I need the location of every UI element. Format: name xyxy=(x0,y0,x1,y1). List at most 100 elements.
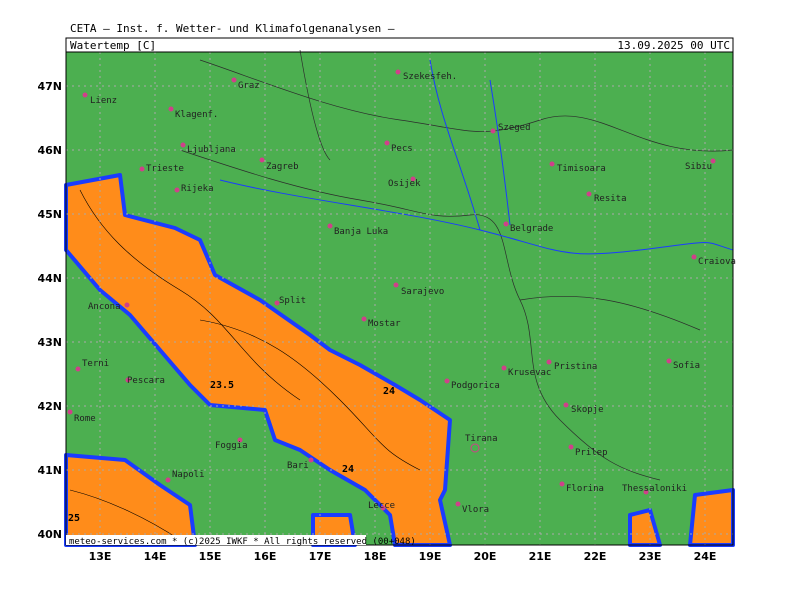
city-marker xyxy=(274,300,280,306)
city-marker xyxy=(327,223,333,229)
city-marker xyxy=(67,409,73,415)
panel-datetime: 13.09.2025 00 UTC xyxy=(617,39,730,52)
city-marker xyxy=(501,365,507,371)
city-marker xyxy=(546,359,552,365)
contour-line xyxy=(69,489,181,541)
borders xyxy=(179,49,734,481)
city-label: Szekesfeh. xyxy=(403,72,457,82)
city-label: Foggia xyxy=(215,441,248,451)
city-label: Sibiu xyxy=(685,162,712,172)
city-marker xyxy=(710,158,716,164)
city-label: Thessaloniki xyxy=(622,484,687,494)
city-label: Osijek xyxy=(388,179,421,189)
city-label: Pescara xyxy=(127,376,165,386)
city-marker xyxy=(470,443,480,453)
border xyxy=(199,59,734,152)
city-marker xyxy=(490,128,496,134)
river xyxy=(429,59,481,231)
contour-line xyxy=(199,319,421,471)
city-marker xyxy=(237,437,243,443)
city-marker xyxy=(380,505,386,511)
border xyxy=(299,49,331,161)
header: CETA — Inst. f. Wetter- und Klimafolgena… xyxy=(70,22,395,35)
lon-label: 15E xyxy=(199,550,222,563)
lon-label: 14E xyxy=(144,550,167,563)
adriatic-sea xyxy=(64,173,452,547)
city-label: Terni xyxy=(82,359,109,369)
border xyxy=(519,295,701,331)
city-marker xyxy=(259,157,265,163)
lon-label: 13E xyxy=(89,550,112,563)
river xyxy=(219,179,734,255)
city-marker xyxy=(165,477,171,483)
city-marker xyxy=(124,302,130,308)
city-marker xyxy=(168,106,174,112)
city-label: Florina xyxy=(566,484,604,494)
city-label: Lienz xyxy=(90,96,117,106)
city-marker xyxy=(643,489,649,495)
contour-label: 25 xyxy=(68,513,80,524)
city-marker xyxy=(174,187,180,193)
city-label: Rijeka xyxy=(181,184,214,194)
city-label: Krusevac xyxy=(508,368,551,378)
city-label: Podgorica xyxy=(451,381,500,391)
lon-label: 24E xyxy=(694,550,717,563)
city-marker xyxy=(444,378,450,384)
contour-line xyxy=(79,189,301,401)
lat-label: 40N xyxy=(37,528,62,541)
lon-label: 17E xyxy=(309,550,332,563)
city-label: Resita xyxy=(594,194,627,204)
city-marker xyxy=(503,221,509,227)
city-label: Ljubljana xyxy=(187,145,236,155)
map-frame xyxy=(65,51,734,546)
aegean-sea xyxy=(688,488,735,547)
city-marker xyxy=(361,316,367,322)
contour-label: 24 xyxy=(383,386,395,397)
city-label: Zagreb xyxy=(266,162,299,172)
city-label: Pecs xyxy=(391,144,413,154)
lon-label: 21E xyxy=(529,550,552,563)
lat-label: 46N xyxy=(37,144,62,157)
city-marker xyxy=(82,92,88,98)
lat-label: 44N xyxy=(37,272,62,285)
lon-label: 19E xyxy=(419,550,442,563)
city-marker xyxy=(455,501,461,507)
rivers xyxy=(219,59,734,255)
lat-label: 47N xyxy=(37,80,62,93)
contours xyxy=(69,189,421,541)
lat-label: 45N xyxy=(37,208,62,221)
city-label: Pristina xyxy=(554,362,597,372)
river xyxy=(489,79,511,226)
city-label: Craiova xyxy=(698,257,736,267)
city-marker xyxy=(666,358,672,364)
city-marker xyxy=(384,140,390,146)
footer-box xyxy=(66,535,366,545)
city-marker xyxy=(568,444,574,450)
lat-label: 42N xyxy=(37,400,62,413)
lat-label: 43N xyxy=(37,336,62,349)
city-marker xyxy=(410,176,416,182)
cities: Lienz Graz Szekesfeh. Klagenf. Szeged Pecs Lju… xyxy=(67,69,736,515)
city-marker xyxy=(139,166,145,172)
city-marker xyxy=(75,366,81,372)
lon-label: 18E xyxy=(364,550,387,563)
city-label: Szeged xyxy=(498,123,531,133)
city-label: Napoli xyxy=(172,470,205,480)
panel-title: Watertemp [C] xyxy=(70,39,156,52)
city-label: Sofia xyxy=(673,361,700,371)
city-marker xyxy=(180,142,186,148)
city-label: Skopje xyxy=(571,405,604,415)
lat-label: 41N xyxy=(37,464,62,477)
city-label: Ancona xyxy=(88,302,121,312)
city-label: Tirana xyxy=(465,434,498,444)
city-label: Prilep xyxy=(575,448,608,458)
contour-label: 23.5 xyxy=(210,380,234,391)
city-label: Trieste xyxy=(146,164,184,174)
city-label: Graz xyxy=(238,81,260,91)
city-label: Split xyxy=(279,296,306,306)
city-label: Klagenf. xyxy=(175,110,218,120)
city-label: Belgrade xyxy=(510,224,553,234)
city-marker xyxy=(125,377,131,383)
city-marker xyxy=(308,457,314,463)
